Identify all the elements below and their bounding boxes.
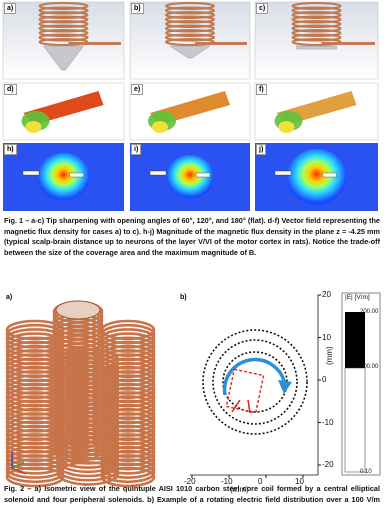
probe-label bbox=[22, 170, 40, 176]
coil-turn bbox=[100, 458, 156, 479]
coil-turn bbox=[291, 2, 342, 10]
plot-frame bbox=[199, 304, 319, 466]
lead-wire bbox=[321, 42, 375, 45]
coil-turn bbox=[165, 33, 215, 42]
coil-turn bbox=[291, 6, 342, 15]
red-arrow bbox=[231, 399, 251, 414]
coil-turn bbox=[291, 15, 342, 24]
panel-label: a) bbox=[4, 3, 17, 14]
colorbar-label: 100.00 bbox=[360, 364, 379, 370]
field-vectors bbox=[152, 121, 168, 133]
coil-turn bbox=[165, 2, 215, 10]
coil-top bbox=[55, 300, 101, 320]
coil-turn bbox=[165, 29, 215, 37]
probe-label bbox=[69, 172, 84, 178]
panel-label: h) bbox=[4, 144, 17, 155]
coil-turn bbox=[165, 15, 215, 24]
coil-turn bbox=[56, 444, 120, 469]
coil-turn bbox=[291, 33, 342, 42]
x-tick-label: 0 bbox=[258, 477, 263, 486]
coil-turn bbox=[165, 6, 215, 15]
colorbar-low bbox=[344, 367, 366, 473]
coil-turn bbox=[38, 11, 89, 19]
coil-turn bbox=[291, 24, 342, 33]
colorbar-label: 0.10 bbox=[360, 469, 372, 475]
coil-turn bbox=[165, 20, 215, 28]
panel-label: e) bbox=[131, 84, 144, 95]
figure-2-caption: Fig. 2 – a) Isometric view of the quintu… bbox=[4, 484, 380, 504]
x-tick-label: -10 bbox=[221, 477, 233, 486]
coil-turn bbox=[38, 2, 89, 10]
y-tick-label: 20 bbox=[322, 290, 331, 299]
coil-turn bbox=[38, 24, 89, 33]
figure-1-caption: Fig. 1 – a-c) Tip sharpening with openin… bbox=[4, 216, 380, 258]
panel-label: j) bbox=[256, 144, 267, 155]
field-contour bbox=[202, 329, 308, 435]
core-tip bbox=[169, 45, 211, 59]
heatmap-spot bbox=[37, 153, 90, 201]
current-path bbox=[225, 368, 265, 414]
panel-label: b) bbox=[178, 293, 189, 302]
core-tip bbox=[296, 45, 337, 50]
field-vectors bbox=[278, 121, 295, 133]
panel-label: c) bbox=[256, 3, 269, 14]
arrow-head bbox=[278, 380, 292, 394]
lead-wire bbox=[195, 42, 247, 45]
rotation-arrow bbox=[222, 357, 287, 396]
y-tick-label: -20 bbox=[322, 460, 334, 469]
coil-turn bbox=[5, 462, 65, 484]
coil-turn bbox=[291, 11, 342, 19]
y-tick-label: -10 bbox=[322, 417, 334, 427]
field-vectors bbox=[25, 121, 42, 133]
probe-label bbox=[149, 170, 167, 176]
panel-label: d) bbox=[4, 84, 17, 95]
colorbar-fill bbox=[345, 312, 365, 368]
coil-turn bbox=[56, 452, 120, 478]
coil-turn bbox=[5, 466, 65, 488]
panel-label: f) bbox=[256, 84, 267, 95]
panel-label: a) bbox=[4, 293, 15, 302]
probe-label bbox=[322, 172, 337, 178]
coil-turn bbox=[38, 29, 89, 37]
coil-turn bbox=[56, 456, 120, 482]
colorbar-label: 200.00 bbox=[360, 309, 379, 315]
coil-turn bbox=[291, 29, 342, 37]
probe-label bbox=[195, 172, 211, 178]
y-axis-label: (mm) bbox=[325, 346, 334, 365]
coil-turn bbox=[291, 20, 342, 28]
coil-turn bbox=[165, 24, 215, 33]
coil-turn bbox=[56, 448, 120, 474]
x-tick-label: 10 bbox=[295, 477, 304, 486]
axis-y bbox=[11, 461, 25, 469]
coil-turn bbox=[165, 11, 215, 19]
coil-turn bbox=[38, 6, 89, 15]
coil-turn bbox=[56, 461, 120, 486]
lead-wire bbox=[68, 42, 121, 45]
heatmap-spot bbox=[166, 155, 214, 199]
coil-turn bbox=[38, 20, 89, 28]
probe-label bbox=[274, 170, 292, 176]
coil-turn bbox=[100, 462, 156, 484]
panel-label: i) bbox=[131, 144, 142, 155]
coil-turn bbox=[38, 15, 89, 24]
heatmap-spot bbox=[286, 149, 347, 205]
axis-x bbox=[11, 467, 27, 475]
x-tick-label: -20 bbox=[184, 477, 196, 486]
y-tick-label: 0 bbox=[322, 375, 327, 384]
coil-turn bbox=[100, 466, 156, 488]
field-contour bbox=[212, 339, 298, 425]
colorbar-title: |E| [V/m] bbox=[345, 294, 370, 301]
coil-turn bbox=[38, 33, 89, 42]
y-tick-label: 10 bbox=[322, 332, 331, 342]
core-tip bbox=[43, 45, 84, 71]
panel-label: b) bbox=[131, 3, 144, 14]
x-axis-label: (mm) bbox=[230, 485, 249, 494]
